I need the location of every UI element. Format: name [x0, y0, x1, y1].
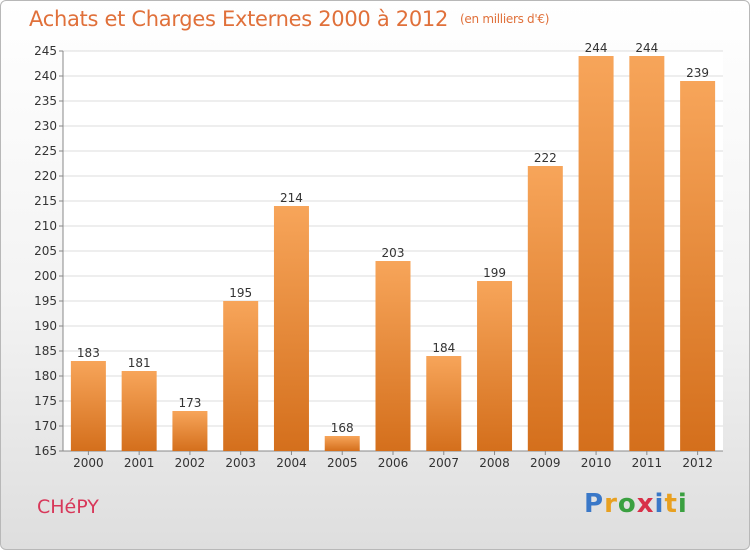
y-tick-label: 240	[34, 69, 57, 83]
y-tick-label: 180	[34, 369, 57, 383]
y-tick-label: 175	[34, 394, 57, 408]
x-tick-label: 2003	[225, 456, 256, 470]
bar-value-label: 203	[382, 246, 405, 260]
x-tick-label: 2000	[73, 456, 104, 470]
y-tick-label: 225	[34, 144, 57, 158]
bar	[426, 356, 462, 451]
y-tick-label: 185	[34, 344, 57, 358]
y-tick-label: 170	[34, 419, 57, 433]
logo-letter: P	[584, 489, 605, 519]
bar	[578, 56, 614, 451]
x-tick-label: 2002	[175, 456, 206, 470]
logo-letter: i	[654, 489, 665, 519]
y-tick-label: 220	[34, 169, 57, 183]
y-tick-label: 200	[34, 269, 57, 283]
bar-value-label: 183	[77, 346, 100, 360]
chart-subtitle: (en milliers d'€)	[460, 12, 550, 26]
bar-value-label: 222	[534, 151, 557, 165]
y-tick-label: 210	[34, 219, 57, 233]
chart-title: Achats et Charges Externes 2000 à 2012 (e…	[29, 7, 550, 31]
x-tick-label: 2005	[327, 456, 358, 470]
logo-letter: o	[617, 489, 637, 519]
bar	[172, 411, 208, 451]
x-tick-label: 2006	[378, 456, 409, 470]
x-tick-label: 2012	[682, 456, 713, 470]
bar	[527, 166, 563, 451]
bar	[223, 301, 259, 451]
proxiti-logo: Proxiti	[584, 489, 688, 519]
bar-value-label: 244	[585, 41, 608, 55]
bar-value-label: 214	[280, 191, 303, 205]
bar-value-label: 199	[483, 266, 506, 280]
bar	[70, 361, 106, 451]
bar	[273, 206, 309, 451]
y-tick-label: 165	[34, 444, 57, 458]
logo-letter: t	[664, 489, 678, 519]
y-tick-label: 230	[34, 119, 57, 133]
bar	[680, 81, 716, 451]
bar	[629, 56, 665, 451]
bar-value-label: 195	[229, 286, 252, 300]
x-tick-label: 2011	[632, 456, 663, 470]
bar	[375, 261, 411, 451]
logo-letter: x	[636, 489, 655, 519]
bar	[324, 436, 360, 451]
bar	[477, 281, 513, 451]
bar-value-label: 173	[178, 396, 201, 410]
bar-value-label: 181	[128, 356, 151, 370]
bar	[121, 371, 157, 451]
logo-letter: i	[677, 489, 688, 519]
x-tick-label: 2010	[581, 456, 612, 470]
x-tick-label: 2001	[124, 456, 155, 470]
logo-letter: r	[604, 489, 618, 519]
y-tick-label: 205	[34, 244, 57, 258]
y-tick-label: 190	[34, 319, 57, 333]
x-tick-label: 2009	[530, 456, 561, 470]
x-tick-label: 2008	[479, 456, 510, 470]
y-tick-label: 215	[34, 194, 57, 208]
commune-name: CHéPY	[37, 496, 99, 518]
bar-value-label: 244	[635, 41, 658, 55]
x-tick-label: 2007	[428, 456, 459, 470]
y-tick-label: 195	[34, 294, 57, 308]
y-tick-label: 235	[34, 94, 57, 108]
y-tick-label: 245	[34, 44, 57, 58]
x-tick-label: 2004	[276, 456, 307, 470]
bar-value-label: 184	[432, 341, 455, 355]
bar-value-label: 239	[686, 66, 709, 80]
bar-value-label: 168	[331, 421, 354, 435]
